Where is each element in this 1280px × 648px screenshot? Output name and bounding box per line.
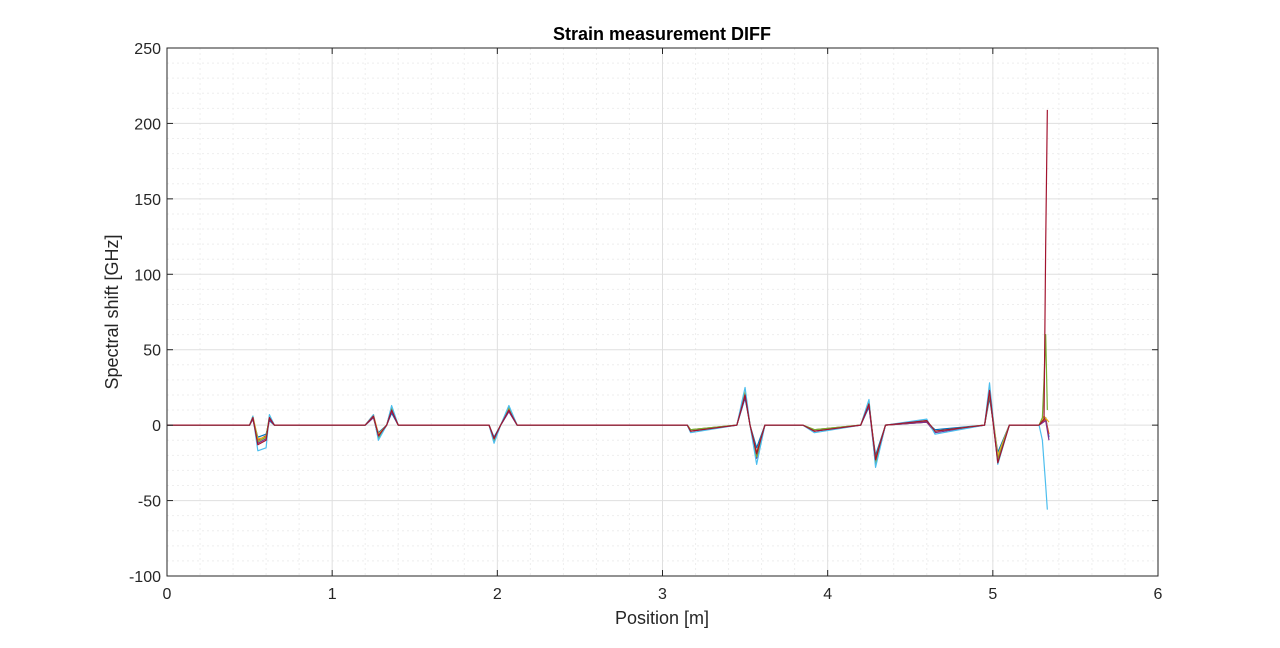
y-tick-label: -100 xyxy=(129,569,161,586)
y-tick-label: 200 xyxy=(134,116,161,133)
x-tick-label: 3 xyxy=(658,586,667,603)
x-axis: 0 1 2 3 4 5 6 xyxy=(163,48,1163,603)
x-tick-label: 6 xyxy=(1154,586,1163,603)
y-tick-label: 0 xyxy=(152,418,161,435)
series-group xyxy=(167,109,1050,510)
series-line-7 xyxy=(167,109,1048,464)
x-tick-label: 2 xyxy=(493,586,502,603)
y-axis: -100 -50 0 50 100 150 200 250 xyxy=(129,41,1158,586)
y-tick-label: 150 xyxy=(134,192,161,209)
x-tick-label: 1 xyxy=(328,586,337,603)
y-tick-label: 50 xyxy=(143,343,161,360)
y-axis-label: Spectral shift [GHz] xyxy=(102,234,122,389)
chart-title: Strain measurement DIFF xyxy=(553,24,771,44)
x-axis-label: Position [m] xyxy=(615,608,709,628)
y-tick-label: 250 xyxy=(134,41,161,58)
x-tick-label: 0 xyxy=(163,586,172,603)
y-tick-label: -50 xyxy=(138,494,161,511)
x-tick-label: 4 xyxy=(823,586,832,603)
y-tick-label: 100 xyxy=(134,267,161,284)
x-tick-label: 5 xyxy=(988,586,997,603)
